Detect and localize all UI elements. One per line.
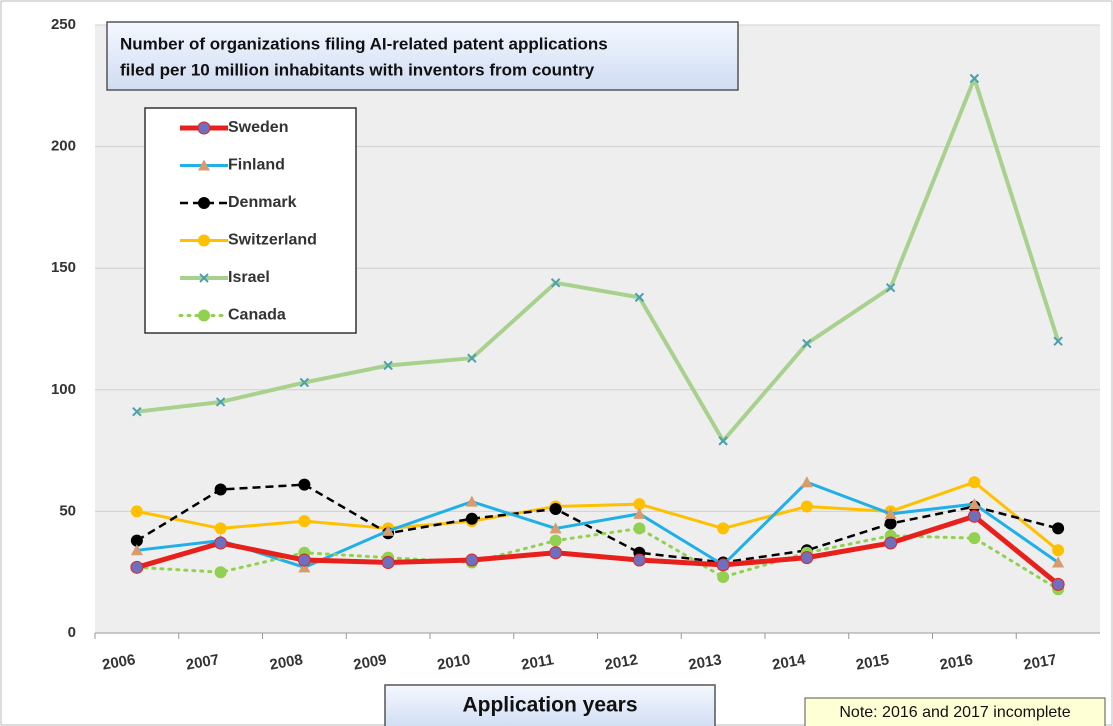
y-tick-label: 150 <box>51 259 76 276</box>
marker <box>718 436 728 446</box>
series-line <box>136 76 1061 443</box>
marker <box>967 509 981 523</box>
marker <box>467 353 477 363</box>
marker <box>1051 577 1065 591</box>
legend-label: Sweden <box>228 119 288 136</box>
y-tick-label: 200 <box>51 138 76 155</box>
marker <box>130 544 143 556</box>
series-line <box>136 480 1059 569</box>
chart-title: filed per 10 million inhabitants with in… <box>120 60 595 79</box>
marker <box>632 553 646 567</box>
y-tick-label: 250 <box>51 16 76 33</box>
marker <box>716 558 730 572</box>
marker <box>297 553 311 567</box>
marker <box>198 197 210 209</box>
x-tick-label: 2015 <box>855 651 891 674</box>
marker <box>198 159 210 171</box>
series-line <box>136 480 1060 552</box>
x-label-box <box>384 684 716 726</box>
marker <box>198 309 210 322</box>
marker <box>465 495 478 507</box>
marker <box>884 517 897 530</box>
marker <box>549 534 562 547</box>
marker <box>884 507 897 519</box>
marker <box>717 571 730 584</box>
marker <box>549 522 562 534</box>
x-tick-label: 2016 <box>938 651 974 674</box>
note: Note: 2016 and 2017 incomplete <box>839 704 1070 721</box>
marker <box>132 406 142 417</box>
marker <box>550 278 561 288</box>
marker <box>214 536 228 550</box>
marker <box>633 498 646 511</box>
marker <box>1052 544 1065 557</box>
legend-label: Finland <box>228 157 285 174</box>
marker <box>1052 556 1065 568</box>
legend-label: Israel <box>228 269 270 286</box>
x-tick-label: 2010 <box>436 651 472 674</box>
marker <box>298 515 311 528</box>
marker <box>800 551 814 565</box>
x-axis-label: Application years <box>462 694 637 717</box>
marker <box>968 498 981 510</box>
legend-label: Switzerland <box>228 232 317 249</box>
marker <box>199 273 209 283</box>
x-tick-label: 2006 <box>101 651 137 674</box>
marker <box>130 534 143 547</box>
marker <box>130 505 143 518</box>
y-tick-label: 0 <box>68 624 76 641</box>
title-box <box>106 21 739 91</box>
series-line <box>136 513 1060 587</box>
x-tick-label: 2017 <box>1022 651 1058 674</box>
legend-label: Denmark <box>228 194 297 211</box>
marker <box>633 507 646 519</box>
marker <box>633 522 646 535</box>
legend-label: Canada <box>228 307 286 324</box>
marker <box>1052 522 1065 535</box>
marker <box>717 522 730 535</box>
marker <box>549 502 562 515</box>
x-tick-label: 2014 <box>771 651 807 674</box>
marker <box>298 478 311 491</box>
marker <box>884 536 898 550</box>
x-tick-label: 2007 <box>185 651 221 674</box>
marker <box>969 73 980 84</box>
marker <box>214 522 227 535</box>
y-tick-label: 50 <box>59 502 76 519</box>
marker <box>299 377 310 388</box>
y-tick-label: 100 <box>51 381 76 398</box>
marker <box>800 476 813 488</box>
marker <box>549 546 563 560</box>
marker <box>1053 336 1063 346</box>
marker <box>198 234 210 247</box>
marker <box>382 524 395 536</box>
x-tick-label: 2009 <box>352 651 388 674</box>
series-line <box>136 483 1059 564</box>
marker <box>298 561 311 573</box>
marker <box>968 476 981 489</box>
marker <box>197 121 211 135</box>
marker <box>802 338 812 349</box>
marker <box>215 397 226 407</box>
marker <box>130 560 144 574</box>
legend <box>144 107 357 334</box>
x-tick-label: 2011 <box>520 651 555 673</box>
marker <box>465 512 478 525</box>
chart-title: Number of organizations filing AI-relate… <box>120 34 608 53</box>
x-tick-label: 2008 <box>268 651 304 674</box>
marker <box>800 500 813 513</box>
marker <box>381 555 395 569</box>
marker <box>214 483 227 496</box>
marker <box>968 532 981 545</box>
marker <box>634 292 645 303</box>
marker <box>383 360 393 371</box>
marker <box>214 566 227 579</box>
marker <box>885 282 896 293</box>
x-tick-label: 2012 <box>603 651 639 674</box>
x-tick-label: 2013 <box>687 651 723 674</box>
note-box <box>804 697 1106 726</box>
marker <box>465 553 479 567</box>
